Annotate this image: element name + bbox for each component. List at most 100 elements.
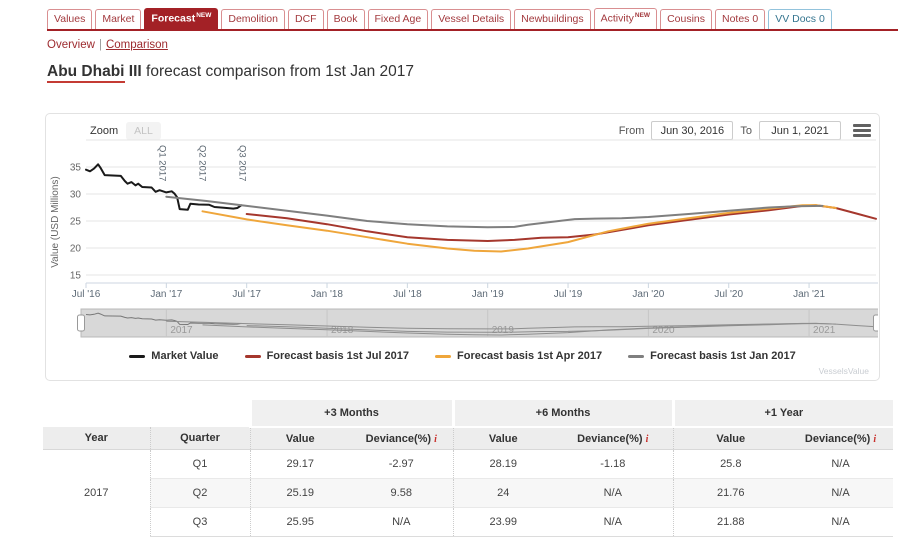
tab-demolition[interactable]: Demolition	[221, 8, 285, 29]
tab-cousins[interactable]: Cousins	[660, 8, 712, 29]
to-label: To	[740, 124, 752, 137]
x-axis-tick-label: Jan '21	[793, 289, 825, 300]
data-cell: N/A	[553, 478, 674, 508]
tab-bar: Values Market ForecastNEW Demolition DCF Book…	[47, 8, 898, 31]
tab-vv-docs-0[interactable]: VV Docs 0	[768, 8, 832, 29]
group-header-blank	[43, 400, 250, 427]
group-header-6-months: +6 Months	[451, 400, 674, 428]
data-cell: 25.95	[249, 507, 350, 537]
column-header-value-3-months: Value	[249, 427, 350, 450]
legend-dash-icon	[129, 354, 146, 358]
quarter-cell: Q2	[149, 478, 250, 508]
data-cell: N/A	[788, 478, 894, 508]
deviance-info-icon[interactable]: i	[873, 433, 877, 445]
column-header-value-6-months: Value	[452, 427, 554, 450]
column-header-deviance-3-months: Deviance(%) i	[350, 427, 454, 450]
tab-market[interactable]: Market	[95, 8, 142, 29]
data-cell: 21.76	[672, 478, 789, 508]
legend-item-forecast-basis-1st-jan-2017[interactable]: Forecast basis 1st Jan 2017	[628, 350, 796, 362]
data-cell: 24	[452, 478, 554, 508]
breadcrumb-subnav: Overview | Comparison	[47, 39, 168, 51]
navigator-right-handle[interactable]	[873, 314, 879, 332]
data-cell: N/A	[350, 507, 454, 537]
tab-dcf[interactable]: DCF	[287, 8, 324, 29]
quarter-cell: Q1	[149, 449, 250, 479]
navigator-year-label: 2019	[492, 325, 515, 336]
x-axis-tick-label: Jan '19	[472, 289, 504, 300]
legend-label: Forecast basis 1st Apr 2017	[457, 350, 603, 362]
y-axis-tick-label: 20	[70, 244, 82, 255]
tab-newbuildings[interactable]: Newbuildings	[514, 8, 591, 29]
subnav-comparison-link[interactable]: Comparison	[105, 39, 168, 51]
subnav-separator: |	[98, 39, 102, 51]
annotation-q2-2017: Q2 2017	[197, 145, 208, 181]
y-axis-tick-label: 30	[70, 190, 82, 201]
data-cell: N/A	[788, 449, 894, 479]
x-axis-tick-label: Jan '20	[632, 289, 664, 300]
annotation-q1-2017: Q1 2017	[156, 145, 167, 181]
zoom-controls: Zoom ALL	[90, 122, 161, 140]
column-header-deviance-1-year: Deviance(%) i	[788, 427, 894, 450]
data-cell: N/A	[788, 507, 894, 537]
table-body: 2017 Q1 29.17 -2.97 28.19 -1.18 25.8 N/A Q2 25.19…	[43, 449, 894, 537]
y-axis-tick-label: 15	[70, 271, 82, 282]
x-axis-tick-label: Jan '18	[311, 289, 343, 300]
legend-item-forecast-basis-1st-apr-2017[interactable]: Forecast basis 1st Apr 2017	[435, 350, 602, 362]
x-axis-tick-label: Jul '16	[72, 289, 101, 300]
from-date-input[interactable]	[651, 121, 734, 140]
new-badge: NEW	[634, 12, 651, 19]
x-axis-tick-label: Jul '19	[554, 289, 583, 300]
deviance-info-icon[interactable]: i	[434, 433, 437, 445]
data-cell: 25.19	[249, 478, 350, 508]
legend-label: Market Value	[151, 350, 219, 362]
data-cell: 28.19	[452, 449, 554, 479]
tab-activity[interactable]: ActivityNEW	[593, 8, 658, 29]
subnav-overview-link[interactable]: Overview	[47, 39, 95, 51]
zoom-label: Zoom	[90, 125, 119, 137]
navigator-left-handle[interactable]	[77, 314, 85, 332]
to-date-input[interactable]	[759, 121, 841, 140]
deviance-info-icon[interactable]: i	[645, 433, 649, 445]
vesselsvalue-watermark: VesselsValue	[818, 366, 869, 376]
x-axis-tick-label: Jul '20	[714, 289, 743, 300]
column-header-value-1-year: Value	[672, 427, 789, 450]
chart-menu-icon[interactable]	[853, 124, 871, 137]
annotation-q3-2017: Q3 2017	[237, 145, 248, 181]
series-line-forecast-basis-1st-jan-2017	[165, 195, 824, 229]
quarter-cell: Q3	[149, 507, 250, 537]
data-cell: 23.99	[452, 507, 554, 537]
data-cell: -2.97	[350, 449, 454, 479]
column-header-year: Year	[43, 427, 150, 450]
y-axis-tick-label: 35	[70, 163, 82, 174]
table-row-2017-q2: Q2 25.19 9.58 24 N/A 21.76 N/A	[43, 478, 894, 508]
column-header-quarter: Quarter	[149, 427, 250, 450]
data-cell: 9.58	[350, 478, 454, 508]
series-line-market-value	[85, 163, 243, 211]
series-line-forecast-basis-1st-jul-2017	[245, 204, 877, 242]
navigator-year-label: 2020	[652, 325, 675, 336]
navigator-year-label: 2017	[170, 325, 193, 336]
from-label: From	[618, 124, 645, 137]
page-title-rest: forecast comparison from 1st Jan 2017	[141, 63, 414, 80]
legend-item-market-value[interactable]: Market Value	[129, 350, 219, 362]
data-cell: N/A	[553, 507, 674, 537]
table-head: +3 Months +6 Months +1 Year Year Quarter Valu…	[43, 400, 894, 450]
new-badge: NEW	[196, 12, 212, 19]
tab-book[interactable]: Book	[326, 8, 365, 29]
zoom-all-button[interactable]: ALL	[126, 122, 161, 140]
legend-item-forecast-basis-1st-jul-2017[interactable]: Forecast basis 1st Jul 2017	[244, 350, 410, 362]
x-axis-tick-label: Jul '18	[393, 289, 422, 300]
tab-notes-0[interactable]: Notes 0	[715, 8, 766, 29]
y-axis-title: Value (USD Millions)	[50, 176, 61, 268]
forecast-chart: 15 20 25 30 35 Value (USD Millions) Jul '16 Jan…	[50, 139, 879, 338]
legend-label: Forecast basis 1st Jul 2017	[266, 350, 410, 362]
forecast-chart-panel: Zoom ALL From To 15 20 25 30 35 Value (USD Mi…	[45, 113, 880, 381]
tab-forecast[interactable]: ForecastNEW	[144, 8, 219, 29]
group-header-1-year: +1 Year	[671, 400, 894, 428]
tab-values[interactable]: Values	[47, 8, 93, 29]
table-row-2017-q1: 2017 Q1 29.17 -2.97 28.19 -1.18 25.8 N/A	[43, 449, 894, 499]
navigator-series-forecast-basis-1st-jan-2017	[166, 320, 823, 330]
tab-fixed-age[interactable]: Fixed Age	[367, 8, 429, 29]
y-axis-tick-label: 25	[70, 217, 82, 228]
tab-vessel-details[interactable]: Vessel Details	[431, 8, 512, 29]
